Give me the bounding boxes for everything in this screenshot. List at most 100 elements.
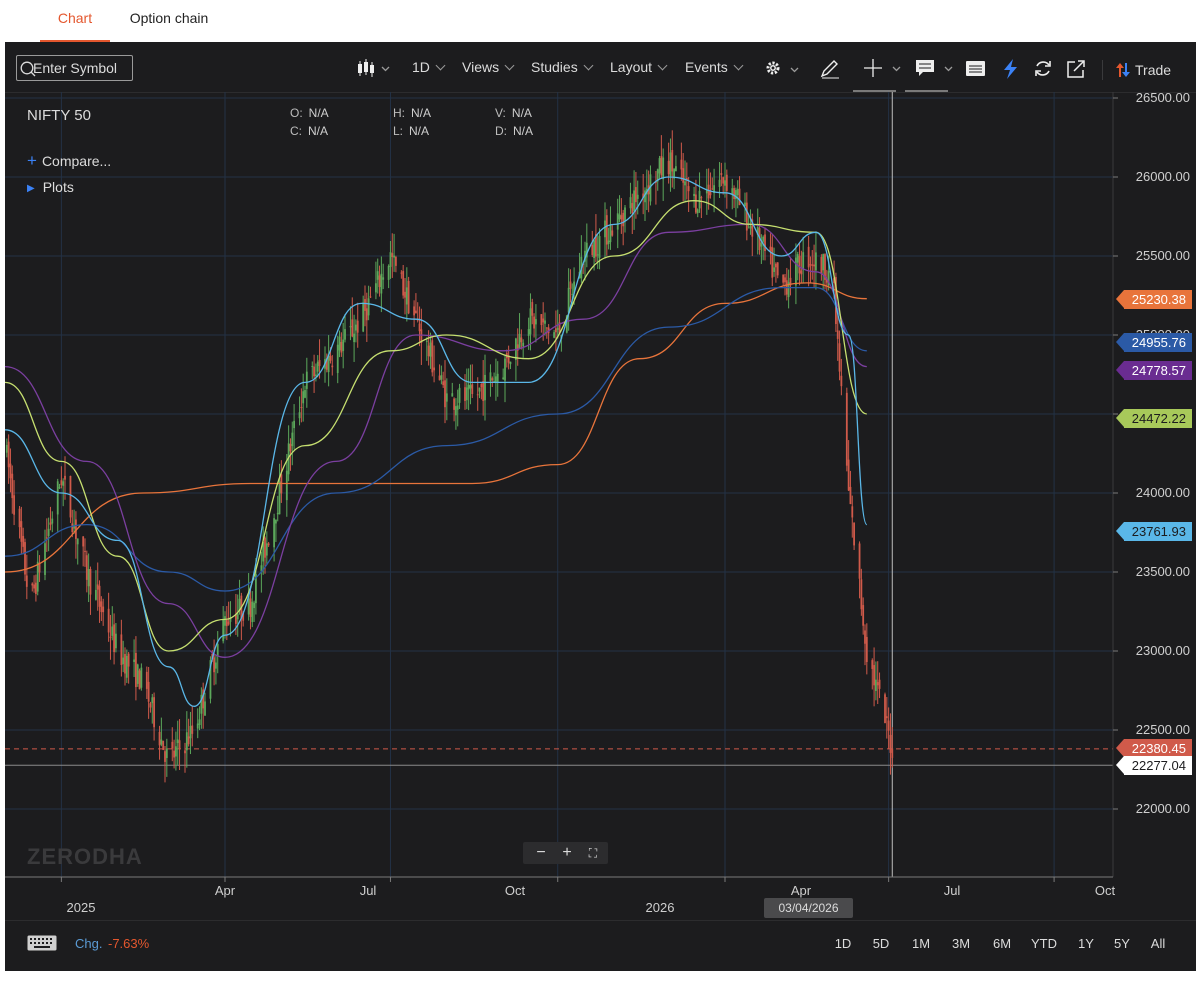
change-label: Chg. — [75, 936, 103, 951]
events-dropdown[interactable]: Events — [685, 59, 744, 75]
fullscreen-button[interactable]: ⛶ — [588, 846, 598, 860]
candle-body — [378, 275, 381, 288]
layout-dropdown[interactable]: Layout — [610, 59, 668, 75]
popout-button[interactable] — [1066, 59, 1088, 79]
low-key: L: — [393, 124, 404, 138]
candle-body — [369, 296, 372, 298]
candle-body — [836, 330, 839, 339]
candle-body — [502, 377, 505, 379]
draw-button[interactable] — [819, 59, 841, 79]
chart-type-button[interactable] — [357, 59, 393, 79]
candle-body — [633, 190, 635, 211]
year-label-2025: 2025 — [66, 900, 96, 915]
candle-body — [365, 308, 368, 321]
range-5d[interactable]: 5D — [872, 936, 890, 951]
candle-body — [407, 280, 410, 314]
price-label-blue: 23761.93 — [1116, 522, 1192, 541]
moving-average-line-5 — [5, 176, 868, 707]
range-3m[interactable]: 3M — [951, 936, 971, 951]
chart-frame: 1D Views Studies Layout Events — [5, 42, 1196, 971]
candle-body — [875, 679, 877, 691]
candle-body — [885, 716, 888, 719]
range-6m[interactable]: 6M — [992, 936, 1012, 951]
candle-body — [738, 188, 741, 206]
candle-body — [565, 315, 568, 333]
open-value: N/A — [308, 106, 329, 120]
candle-body — [871, 660, 874, 669]
candle-body — [375, 283, 377, 293]
range-1d[interactable]: 1D — [834, 936, 852, 951]
comment-button[interactable] — [915, 59, 959, 79]
candle-body — [555, 328, 557, 333]
zoom-in-button[interactable]: + — [562, 844, 572, 861]
candle-body — [278, 481, 281, 515]
candle-body — [656, 169, 659, 182]
candle-body — [605, 215, 608, 245]
candle-body — [251, 601, 254, 623]
trade-button[interactable]: Trade — [1115, 59, 1171, 78]
candle-body — [389, 252, 392, 267]
quick-trade-button[interactable] — [1000, 59, 1022, 79]
candle-body — [64, 475, 66, 480]
price-label-orange: 25230.38 — [1116, 290, 1192, 309]
candle-body — [175, 746, 177, 757]
moving-average-line-2 — [5, 286, 867, 592]
price-tick-label: 22000.00 — [1136, 801, 1190, 816]
range-ytd[interactable]: YTD — [1031, 936, 1057, 951]
range-1y[interactable]: 1Y — [1078, 936, 1094, 951]
candle-body — [56, 481, 59, 515]
candle-body — [196, 723, 199, 729]
candle-body — [133, 659, 135, 662]
range-1m[interactable]: 1M — [911, 936, 931, 951]
refresh-button[interactable] — [1033, 59, 1055, 79]
symbol-search-box[interactable] — [16, 55, 133, 81]
candle-body — [202, 689, 205, 709]
price-tick-label: 22500.00 — [1136, 722, 1190, 737]
studies-dropdown[interactable]: Studies — [531, 59, 594, 75]
interval-dropdown[interactable]: 1D — [412, 59, 446, 75]
moving-average-line-3 — [5, 223, 867, 658]
views-dropdown[interactable]: Views — [462, 59, 515, 75]
candle-body — [62, 481, 65, 486]
candle-body — [400, 272, 403, 274]
candle-body — [667, 160, 670, 175]
price-chart[interactable]: 26500.0026000.0025500.0025000.0024500.00… — [5, 92, 1196, 920]
x-tick-apr-2: Apr — [790, 883, 812, 898]
candle-body — [464, 387, 466, 401]
candle-body — [353, 333, 355, 343]
candle-body — [316, 361, 319, 372]
x-tick-jul: Jul — [359, 883, 377, 898]
symbol-search-input[interactable] — [33, 58, 129, 78]
candle-body — [173, 750, 175, 758]
candle-body — [671, 149, 674, 172]
tab-chart[interactable]: Chart — [40, 0, 110, 42]
candle-body — [222, 619, 225, 642]
keyboard-icon[interactable] — [27, 935, 57, 951]
candle-body — [469, 385, 472, 389]
plots-button[interactable]: ▶ Plots — [27, 179, 74, 195]
crosshair-button[interactable] — [863, 59, 907, 79]
range-5y[interactable]: 5Y — [1114, 936, 1130, 951]
candle-body — [789, 277, 792, 286]
reference-price-label: 22277.04 — [1116, 756, 1192, 775]
settings-button[interactable] — [765, 59, 803, 79]
tab-option-chain[interactable]: Option chain — [129, 10, 209, 26]
candle-body — [545, 327, 548, 329]
candle-body — [465, 387, 468, 401]
candle-body — [338, 336, 341, 351]
candle-body — [89, 569, 92, 595]
candle-body — [433, 367, 435, 371]
candle-body — [216, 644, 219, 657]
candle-body — [293, 420, 295, 429]
candle-body — [109, 636, 112, 638]
candle-body — [249, 598, 252, 617]
candle-body — [800, 270, 803, 275]
candle-body — [13, 495, 15, 515]
data-table-button[interactable] — [965, 59, 987, 79]
candle-body — [267, 543, 270, 546]
compare-button[interactable]: + Compare... — [27, 151, 111, 171]
zoom-out-button[interactable]: − — [536, 844, 546, 861]
range-all[interactable]: All — [1150, 936, 1166, 951]
candle-body — [444, 380, 446, 408]
candle-body — [413, 306, 415, 316]
